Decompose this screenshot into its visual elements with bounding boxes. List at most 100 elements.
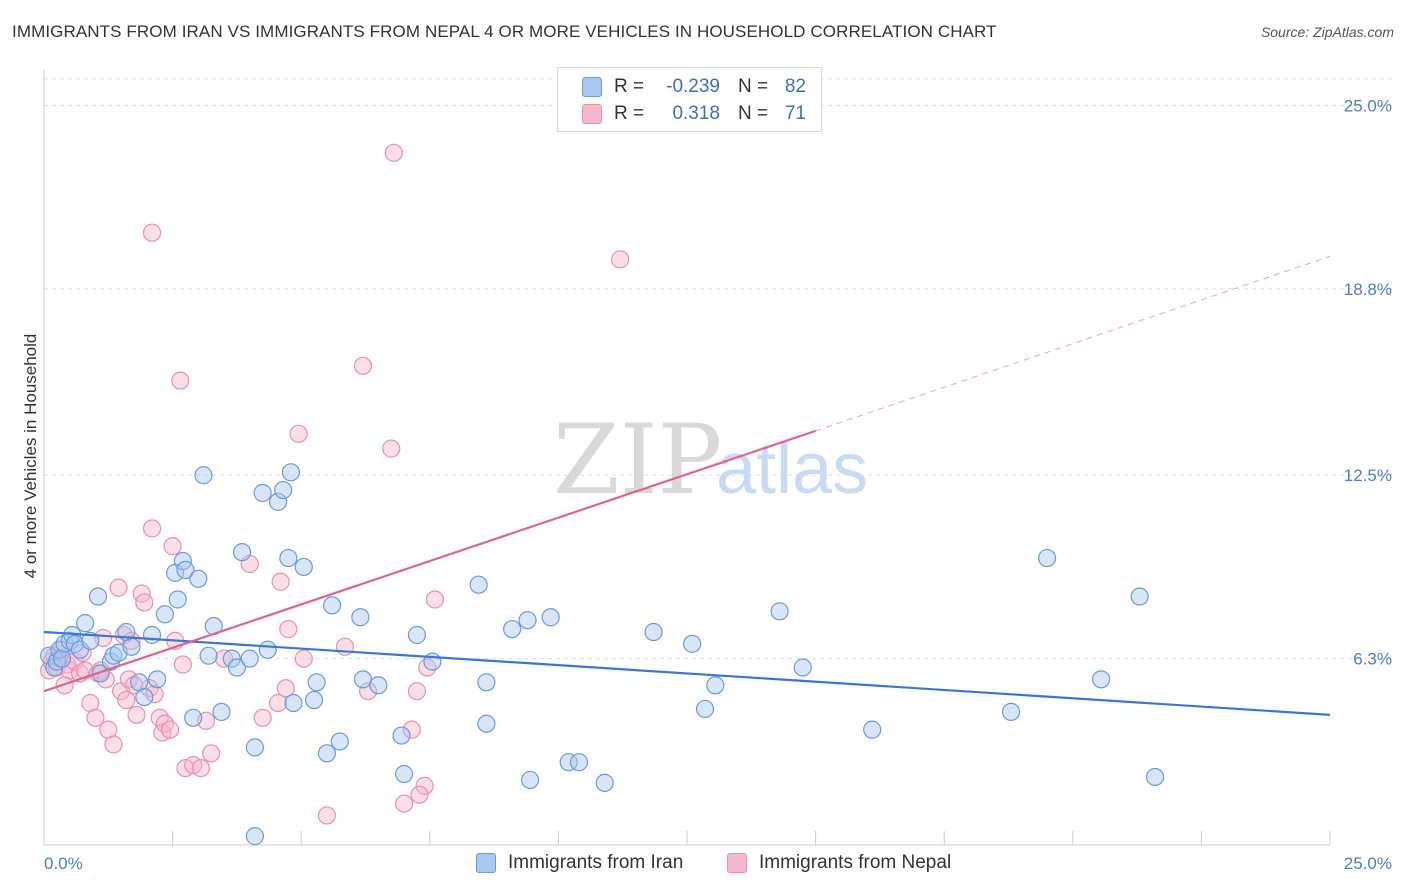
data-point-iran[interactable] xyxy=(1037,548,1057,568)
data-point-iran[interactable] xyxy=(189,569,208,588)
data-point-nepal[interactable] xyxy=(415,776,434,795)
data-point-nepal[interactable] xyxy=(407,682,427,701)
data-point-nepal[interactable] xyxy=(611,250,630,269)
data-point-iran[interactable] xyxy=(541,608,560,627)
data-point-nepal[interactable] xyxy=(104,735,123,754)
data-point-nepal[interactable] xyxy=(384,143,403,162)
data-point-iran[interactable] xyxy=(274,480,293,500)
data-point-nepal[interactable] xyxy=(109,578,128,597)
data-point-iran[interactable] xyxy=(184,708,203,727)
data-point-nepal[interactable] xyxy=(135,593,154,612)
data-point-iran[interactable] xyxy=(155,605,174,624)
data-point-iran[interactable] xyxy=(521,770,540,790)
data-point-iran[interactable] xyxy=(65,634,84,653)
data-point-nepal[interactable] xyxy=(418,658,437,677)
data-point-iran[interactable] xyxy=(353,670,373,689)
data-point-iran[interactable] xyxy=(407,625,427,645)
data-point-nepal[interactable] xyxy=(279,619,298,639)
data-point-iran[interactable] xyxy=(863,720,882,739)
data-point-iran[interactable] xyxy=(91,664,110,683)
data-point-iran[interactable] xyxy=(317,744,337,763)
data-point-nepal[interactable] xyxy=(214,649,234,668)
data-point-nepal[interactable] xyxy=(142,223,162,242)
data-point-nepal[interactable] xyxy=(150,708,169,727)
data-point-iran[interactable] xyxy=(176,560,195,580)
data-point-iran[interactable] xyxy=(135,687,154,707)
data-point-iran[interactable] xyxy=(793,658,812,677)
data-point-iran[interactable] xyxy=(281,463,301,482)
data-point-nepal[interactable] xyxy=(173,655,192,674)
data-point-nepal[interactable] xyxy=(382,439,401,458)
data-point-iran[interactable] xyxy=(330,732,349,751)
data-point-iran[interactable] xyxy=(268,492,288,511)
data-point-iran[interactable] xyxy=(142,625,162,645)
data-point-iran[interactable] xyxy=(469,575,488,594)
data-point-nepal[interactable] xyxy=(425,590,445,609)
data-point-nepal[interactable] xyxy=(171,371,190,390)
data-point-iran[interactable] xyxy=(258,640,277,659)
data-point-iran[interactable] xyxy=(503,619,522,639)
data-point-nepal[interactable] xyxy=(145,685,164,704)
data-point-nepal[interactable] xyxy=(276,679,295,698)
data-point-nepal[interactable] xyxy=(289,424,308,443)
data-point-iran[interactable] xyxy=(76,614,95,633)
data-point-nepal[interactable] xyxy=(268,693,288,713)
data-point-nepal[interactable] xyxy=(317,806,337,825)
data-point-iran[interactable] xyxy=(212,702,231,721)
data-point-nepal[interactable] xyxy=(191,758,210,778)
data-point-iran[interactable] xyxy=(222,649,241,668)
data-point-iran[interactable] xyxy=(47,652,66,671)
data-point-nepal[interactable] xyxy=(117,690,136,710)
data-point-iran[interactable] xyxy=(284,693,303,713)
data-point-nepal[interactable] xyxy=(394,794,414,813)
data-point-nepal[interactable] xyxy=(353,356,373,375)
data-point-iran[interactable] xyxy=(1091,670,1111,689)
data-point-iran[interactable] xyxy=(104,646,123,665)
data-point-nepal[interactable] xyxy=(160,720,180,739)
legend-item-nepal[interactable]: Immigrants from Nepal xyxy=(727,852,951,874)
data-point-nepal[interactable] xyxy=(253,708,272,727)
data-point-iran[interactable] xyxy=(232,543,252,562)
data-point-iran[interactable] xyxy=(1130,587,1149,606)
data-point-iran[interactable] xyxy=(559,753,578,772)
data-point-iran[interactable] xyxy=(52,649,72,668)
data-point-iran[interactable] xyxy=(1146,767,1165,787)
data-point-iran[interactable] xyxy=(294,557,313,577)
data-point-iran[interactable] xyxy=(770,602,789,621)
data-point-iran[interactable] xyxy=(644,622,663,642)
data-point-iran[interactable] xyxy=(595,773,614,792)
data-point-iran[interactable] xyxy=(88,587,108,606)
data-point-iran[interactable] xyxy=(477,673,496,692)
data-point-nepal[interactable] xyxy=(142,519,162,538)
data-point-iran[interactable] xyxy=(253,483,272,503)
data-point-iran[interactable] xyxy=(477,714,496,733)
data-point-iran[interactable] xyxy=(322,596,342,615)
data-point-iran[interactable] xyxy=(304,690,324,710)
data-point-iran[interactable] xyxy=(199,646,218,665)
data-point-iran[interactable] xyxy=(148,670,167,689)
data-point-nepal[interactable] xyxy=(294,649,313,668)
data-point-iran[interactable] xyxy=(518,611,537,630)
data-point-iran[interactable] xyxy=(279,548,298,568)
data-point-iran[interactable] xyxy=(695,699,715,719)
data-point-iran[interactable] xyxy=(351,608,370,627)
legend-item-iran[interactable]: Immigrants from Iran xyxy=(476,852,683,874)
data-point-nepal[interactable] xyxy=(402,720,421,739)
data-point-iran[interactable] xyxy=(245,827,265,846)
data-point-nepal[interactable] xyxy=(202,744,221,763)
data-point-nepal[interactable] xyxy=(127,705,146,724)
data-point-nepal[interactable] xyxy=(271,572,290,591)
data-point-iran[interactable] xyxy=(569,753,589,772)
data-point-iran[interactable] xyxy=(240,649,259,668)
data-point-nepal[interactable] xyxy=(119,670,138,689)
data-point-nepal[interactable] xyxy=(155,714,174,733)
data-point-nepal[interactable] xyxy=(410,785,429,804)
data-point-iran[interactable] xyxy=(245,738,265,757)
data-point-iran[interactable] xyxy=(392,726,411,745)
data-point-iran[interactable] xyxy=(227,658,246,677)
data-point-iran[interactable] xyxy=(683,634,702,653)
data-point-iran[interactable] xyxy=(194,466,213,485)
data-point-nepal[interactable] xyxy=(124,676,144,695)
data-point-iran[interactable] xyxy=(394,764,414,784)
data-point-iran[interactable] xyxy=(122,637,141,656)
